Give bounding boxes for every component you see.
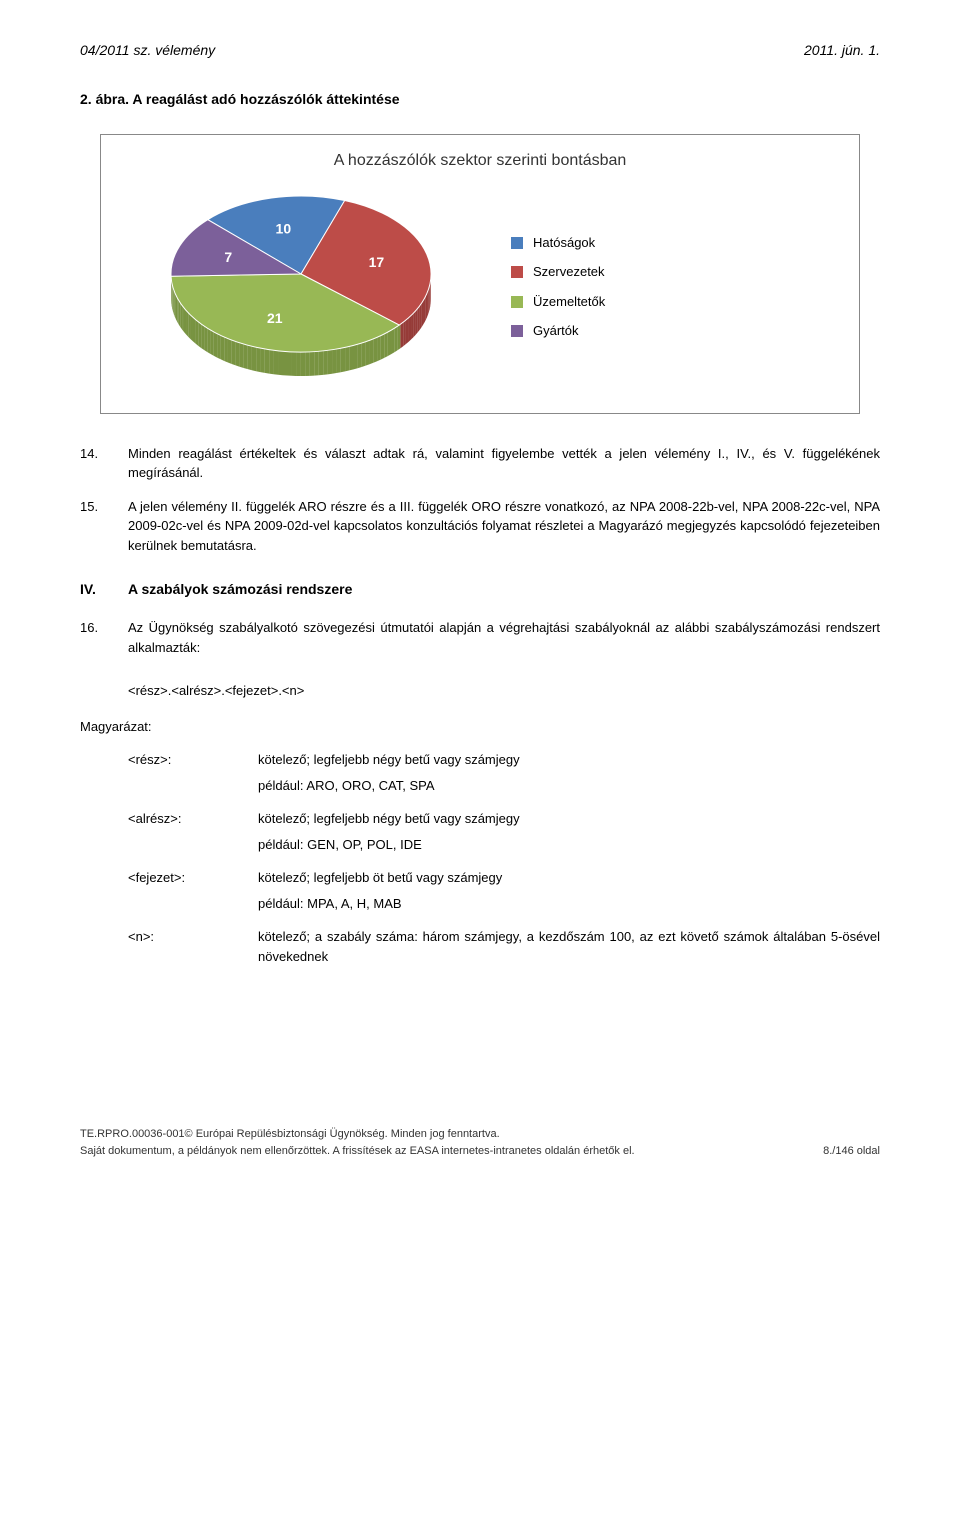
definition-body: kötelező; legfeljebb négy betű vagy szám…	[258, 809, 880, 829]
definition-row: <rész>:kötelező; legfeljebb négy betű va…	[128, 750, 880, 770]
rule-format: <rész>.<alrész>.<fejezet>.<n>	[128, 681, 880, 701]
definition-row: <alrész>:kötelező; legfeljebb négy betű …	[128, 809, 880, 829]
pie-slice-label: 7	[224, 249, 232, 265]
paragraph-number: 15.	[80, 497, 128, 556]
page-header: 04/2011 sz. vélemény 2011. jún. 1.	[80, 40, 880, 61]
paragraph-text: A jelen vélemény II. függelék ARO részre…	[128, 497, 880, 556]
legend-item: Szervezetek	[511, 262, 605, 282]
definition-row: <n>:kötelező; a szabály száma: három szá…	[128, 927, 880, 966]
roman-numeral: IV.	[80, 579, 128, 600]
paragraph-text: Az Ügynökség szabályalkotó szövegezési ú…	[128, 618, 880, 657]
roman-title: A szabályok számozási rendszere	[128, 579, 352, 600]
legend-swatch	[511, 296, 523, 308]
footer-line-2: Saját dokumentum, a példányok nem ellenő…	[80, 1143, 635, 1160]
section-heading-iv: IV. A szabályok számozási rendszere	[80, 579, 880, 600]
header-left: 04/2011 sz. vélemény	[80, 40, 215, 61]
definition-body: kötelező; legfeljebb öt betű vagy számje…	[258, 868, 880, 888]
definitions: <rész>:kötelező; legfeljebb négy betű va…	[128, 750, 880, 966]
legend-item: Gyártók	[511, 321, 605, 341]
legend-item: Hatóságok	[511, 233, 605, 253]
numbered-paragraph: 16.Az Ügynökség szabályalkotó szövegezés…	[80, 618, 880, 657]
legend-label: Szervezetek	[533, 262, 605, 282]
legend-label: Hatóságok	[533, 233, 595, 253]
paragraph-number: 16.	[80, 618, 128, 657]
header-right: 2011. jún. 1.	[804, 40, 880, 61]
definition-example: például: ARO, ORO, CAT, SPA	[258, 776, 880, 796]
figure-caption: 2. ábra. A reagálást adó hozzászólók átt…	[80, 89, 880, 110]
pie-slice-label: 17	[369, 254, 385, 270]
numbered-paragraph: 15.A jelen vélemény II. függelék ARO rés…	[80, 497, 880, 556]
definition-term: <n>:	[128, 927, 258, 966]
paragraph-list-a: 14.Minden reagálást értékeltek és válasz…	[80, 444, 880, 556]
page-footer: TE.RPRO.00036-001© Európai Repülésbizton…	[80, 1126, 880, 1159]
definition-body: kötelező; legfeljebb négy betű vagy szám…	[258, 750, 880, 770]
pie-slice-label: 10	[276, 220, 292, 236]
paragraph-list-b: 16.Az Ügynökség szabályalkotó szövegezés…	[80, 618, 880, 657]
footer-line-1: TE.RPRO.00036-001© Európai Repülésbizton…	[80, 1126, 880, 1143]
paragraph-text: Minden reagálást értékeltek és választ a…	[128, 444, 880, 483]
pie-slice-label: 21	[267, 310, 283, 326]
footer-page-number: 8./146 oldal	[823, 1143, 880, 1160]
legend-label: Gyártók	[533, 321, 579, 341]
definition-body: kötelező; a szabály száma: három számjeg…	[258, 927, 880, 966]
legend-swatch	[511, 237, 523, 249]
chart-title: A hozzászólók szektor szerinti bontásban	[121, 149, 839, 173]
definition-example: például: MPA, A, H, MAB	[258, 894, 880, 914]
legend-swatch	[511, 266, 523, 278]
definition-term: <fejezet>:	[128, 868, 258, 888]
definition-term: <alrész>:	[128, 809, 258, 829]
pie-chart: 10 17 21 7	[151, 179, 451, 395]
legend-label: Üzemeltetők	[533, 292, 605, 312]
legend-item: Üzemeltetők	[511, 292, 605, 312]
definition-term: <rész>:	[128, 750, 258, 770]
paragraph-number: 14.	[80, 444, 128, 483]
explanation-label: Magyarázat:	[80, 717, 880, 737]
chart-legend: Hatóságok Szervezetek Üzemeltetők Gyártók	[511, 223, 605, 351]
definition-row: <fejezet>:kötelező; legfeljebb öt betű v…	[128, 868, 880, 888]
pie-chart-container: A hozzászólók szektor szerinti bontásban…	[100, 134, 860, 414]
numbered-paragraph: 14.Minden reagálást értékeltek és válasz…	[80, 444, 880, 483]
legend-swatch	[511, 325, 523, 337]
definition-example: például: GEN, OP, POL, IDE	[258, 835, 880, 855]
